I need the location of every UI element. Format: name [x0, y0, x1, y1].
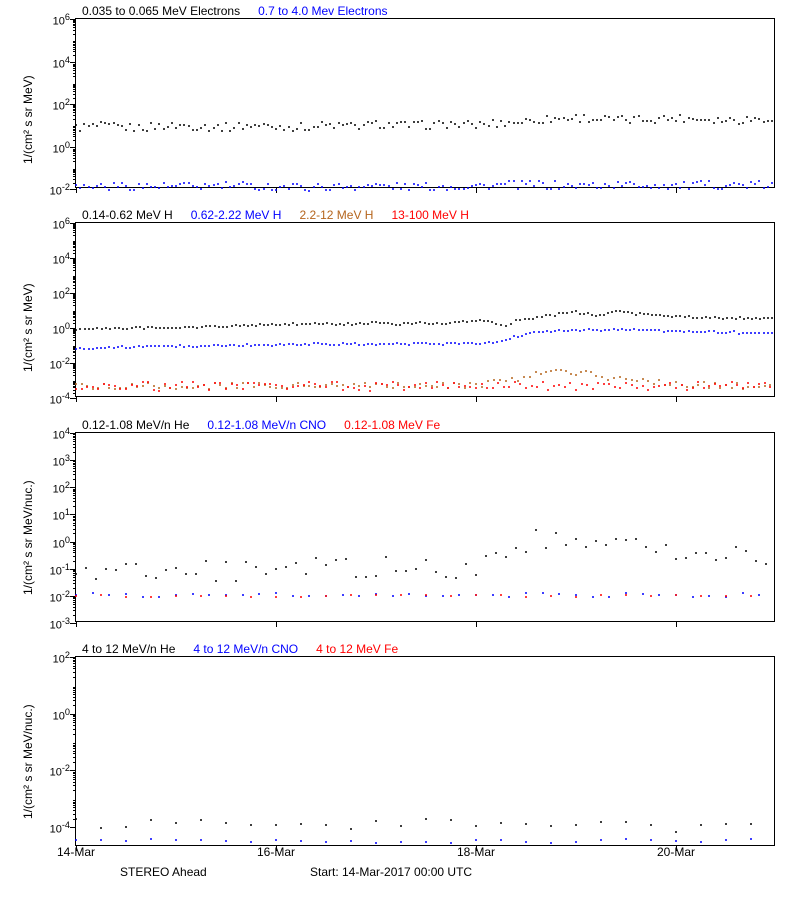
ytick-label: 106	[38, 12, 70, 28]
legend-item: 0.12-1.08 MeV/n He	[82, 418, 189, 432]
xtick-label: 18-Mar	[446, 845, 506, 859]
ytick-label: 104	[38, 426, 70, 442]
plot-panel-0: 10-21001021041061/(cm² s sr MeV)0.035 to…	[75, 18, 775, 188]
legend-item: 4 to 12 MeV Fe	[316, 642, 398, 656]
ytick-label: 10-3	[38, 616, 70, 632]
plot-panel-3: 10-410-21001021/(cm² s sr MeV/nuc.)4 to …	[75, 656, 775, 846]
plot-panel-1: 10-410-21001021041061/(cm² s sr MeV)0.14…	[75, 222, 775, 397]
ytick-label: 10-2	[38, 589, 70, 605]
ytick-label: 10-2	[38, 356, 70, 372]
ytick-label: 10-4	[38, 820, 70, 836]
legend-item: 0.7 to 4.0 Mev Electrons	[258, 4, 387, 18]
panel-legend: 0.12-1.08 MeV/n He 0.12-1.08 MeV/n CNO 0.1…	[82, 418, 458, 432]
panel-legend: 0.14-0.62 MeV H 0.62-2.22 MeV H 2.2-12 MeV…	[82, 208, 487, 222]
ytick-label: 10-4	[38, 391, 70, 407]
ytick-label: 101	[38, 507, 70, 523]
ytick-label: 102	[38, 286, 70, 302]
legend-item: 4 to 12 MeV/n CNO	[193, 642, 298, 656]
ytick-label: 104	[38, 55, 70, 71]
y-axis-label: 1/(cm² s sr MeV)	[21, 283, 35, 372]
ytick-label: 10-2	[38, 182, 70, 198]
xtick-label: 14-Mar	[46, 845, 106, 859]
footer-source: STEREO Ahead	[120, 865, 207, 879]
legend-item: 0.12-1.08 MeV/n CNO	[207, 418, 326, 432]
legend-item: 2.2-12 MeV H	[299, 208, 373, 222]
legend-item: 13-100 MeV H	[391, 208, 468, 222]
ytick-label: 100	[38, 707, 70, 723]
ytick-label: 103	[38, 453, 70, 469]
plot-panel-2: 10-310-210-11001011021031041/(cm² s sr M…	[75, 432, 775, 622]
ytick-label: 102	[38, 97, 70, 113]
xtick-label: 16-Mar	[246, 845, 306, 859]
legend-item: 0.12-1.08 MeV Fe	[344, 418, 440, 432]
footer-start-time: Start: 14-Mar-2017 00:00 UTC	[310, 865, 472, 879]
ytick-label: 104	[38, 251, 70, 267]
figure: 10-2 100 102 104 106 1/(cm² s sr MeV) 0.035 to…	[0, 0, 800, 900]
legend-item: 4 to 12 MeV/n He	[82, 642, 175, 656]
ytick-label: 10-1	[38, 562, 70, 578]
xtick-label: 20-Mar	[646, 845, 706, 859]
ytick-label: 102	[38, 480, 70, 496]
ytick-label: 102	[38, 650, 70, 666]
y-axis-label: 1/(cm² s sr MeV/nuc.)	[21, 704, 35, 819]
ytick-label: 106	[38, 216, 70, 232]
ytick-label: 100	[38, 535, 70, 551]
legend-item: 0.62-2.22 MeV H	[191, 208, 282, 222]
ytick-label: 100	[38, 321, 70, 337]
legend-item: 0.14-0.62 MeV H	[82, 208, 173, 222]
legend-item: 0.035 to 0.065 MeV Electrons	[82, 4, 240, 18]
ytick-label: 100	[38, 140, 70, 156]
y-axis-label: 1/(cm² s sr MeV)	[21, 75, 35, 164]
panel-legend: 4 to 12 MeV/n He 4 to 12 MeV/n CNO 4 to 12…	[82, 642, 416, 656]
ytick-label: 10-2	[38, 763, 70, 779]
panel-legend: 0.035 to 0.065 MeV Electrons 0.7 to 4.0 M…	[82, 4, 406, 18]
y-axis-label: 1/(cm² s sr MeV/nuc.)	[21, 480, 35, 595]
